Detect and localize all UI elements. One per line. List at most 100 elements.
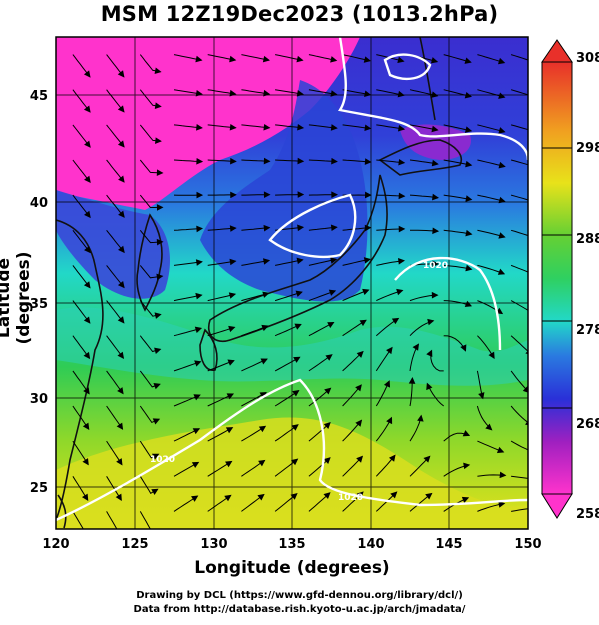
- streamline: [510, 300, 528, 311]
- streamline-arrowhead: [497, 268, 506, 275]
- x-tick-label: 145: [435, 537, 462, 552]
- streamline-arrowhead: [430, 57, 439, 64]
- streamline: [510, 89, 528, 96]
- streamline-arrowhead: [534, 506, 539, 511]
- streamline: [510, 440, 528, 451]
- plot-frame: [55, 36, 529, 530]
- streamline-arrowhead: [330, 224, 338, 232]
- chart-title: MSM 12Z19Dec2023 (1013.2hPa): [100, 2, 499, 26]
- streamline-arrowhead: [258, 459, 266, 467]
- streamline-arrowhead: [398, 225, 406, 233]
- streamline-arrowhead: [364, 158, 372, 165]
- streamline-arrowhead: [488, 351, 495, 360]
- streamline-arrowhead: [426, 382, 433, 391]
- x-tick-label: 150: [514, 537, 541, 552]
- streamline-arrowhead: [117, 70, 125, 78]
- streamline-arrowhead: [257, 493, 265, 501]
- streamline-arrowhead: [324, 387, 332, 395]
- streamline-arrowhead: [425, 492, 433, 500]
- streamline-arrowhead: [262, 55, 270, 63]
- streamline-arrowhead: [398, 192, 406, 200]
- isobar-north-loop: [383, 53, 432, 81]
- streamline-arrowhead: [156, 273, 164, 281]
- taiwan-coast: [57, 494, 67, 529]
- streamline-arrowhead: [533, 129, 539, 134]
- streamline-arrowhead: [364, 224, 372, 232]
- colorbar-tick-label: 268: [576, 417, 599, 432]
- streamline-arrowhead: [262, 291, 270, 298]
- streamline-arrowhead: [192, 428, 201, 435]
- streamline-arrowhead: [331, 157, 338, 165]
- streamline-arrowhead: [331, 191, 339, 199]
- streamline-arrowhead: [117, 351, 125, 359]
- streamline: [510, 124, 528, 131]
- streamline: [106, 511, 118, 529]
- streamline-arrowhead: [397, 56, 405, 64]
- streamline-arrowhead: [82, 530, 87, 536]
- streamline-arrowhead: [364, 90, 372, 98]
- streamline: [139, 511, 151, 529]
- streamline-arrowhead: [355, 419, 363, 427]
- streamline-arrowhead: [263, 191, 271, 199]
- streamline-arrowhead: [499, 471, 507, 479]
- streamline-arrowhead: [355, 384, 362, 392]
- streamline-arrowhead: [116, 422, 124, 430]
- streamline-arrowhead: [194, 326, 203, 334]
- streamline-arrowhead: [118, 175, 125, 183]
- streamline-arrowhead: [362, 288, 370, 296]
- streamline-arrowhead: [225, 427, 234, 434]
- streamline-arrowhead: [195, 55, 203, 63]
- streamline-arrowhead: [464, 126, 473, 133]
- streamline-arrowhead: [82, 422, 90, 431]
- isobar-south: [56, 378, 528, 522]
- streamline-arrowhead: [386, 416, 393, 425]
- y-tick-label: 40: [30, 196, 48, 211]
- streamline-arrowhead: [230, 191, 237, 199]
- streamline-arrowhead: [397, 90, 405, 98]
- isobar-east: [394, 256, 502, 351]
- streamline-arrowhead: [388, 454, 396, 462]
- streamline-arrowhead: [263, 123, 271, 131]
- streamline: [511, 475, 528, 479]
- streamline-arrowhead: [423, 455, 431, 463]
- streamline: [510, 159, 528, 166]
- streamline-arrowhead: [263, 157, 271, 165]
- streamline: [510, 264, 528, 273]
- y-axis-label: Latitude (degrees): [0, 251, 34, 345]
- streamline-arrowhead: [82, 458, 89, 466]
- streamline-arrowhead: [323, 457, 331, 465]
- streamline-arrowhead: [261, 324, 269, 332]
- streamline-arrowhead: [263, 224, 271, 232]
- streamline-arrowhead: [297, 157, 305, 165]
- streamline-arrowhead: [295, 290, 303, 297]
- streamline-arrowhead: [117, 316, 125, 324]
- streamline-arrowhead: [224, 494, 232, 502]
- isobar-contours: [56, 37, 528, 522]
- kyushu-coast: [199, 328, 218, 371]
- streamline-arrowhead: [116, 458, 123, 466]
- streamline-arrowhead: [84, 210, 91, 219]
- streamline-arrowhead: [196, 124, 203, 131]
- y-tick-label: 30: [30, 392, 48, 407]
- streamline-arrowhead: [115, 493, 122, 502]
- streamline-arrowhead: [465, 264, 473, 272]
- streamline-arrowhead: [229, 55, 237, 63]
- streamline-arrowhead: [153, 383, 161, 390]
- x-tick-labels: 120 125 130 135 140 145 150: [42, 537, 541, 552]
- streamline-arrowhead: [83, 316, 91, 324]
- streamline-arrowhead: [532, 59, 538, 64]
- streamline-arrowhead: [296, 90, 304, 97]
- streamline-arrowhead: [117, 387, 124, 395]
- streamline-arrowhead: [356, 455, 364, 463]
- streamline-arrowhead: [117, 281, 125, 289]
- streamline-arrowhead: [196, 225, 204, 233]
- streamline-arrowhead: [83, 70, 91, 78]
- streamline-arrowhead: [191, 461, 200, 468]
- streamline-arrowhead: [226, 393, 235, 400]
- colorbar-tick-label: 308: [576, 51, 599, 66]
- streamline-arrowhead: [485, 423, 493, 431]
- streamline-arrowhead: [498, 92, 506, 99]
- isobar-north: [338, 37, 528, 161]
- streamline-arrowhead: [533, 164, 539, 169]
- isobar-label-east: 1020: [423, 261, 448, 271]
